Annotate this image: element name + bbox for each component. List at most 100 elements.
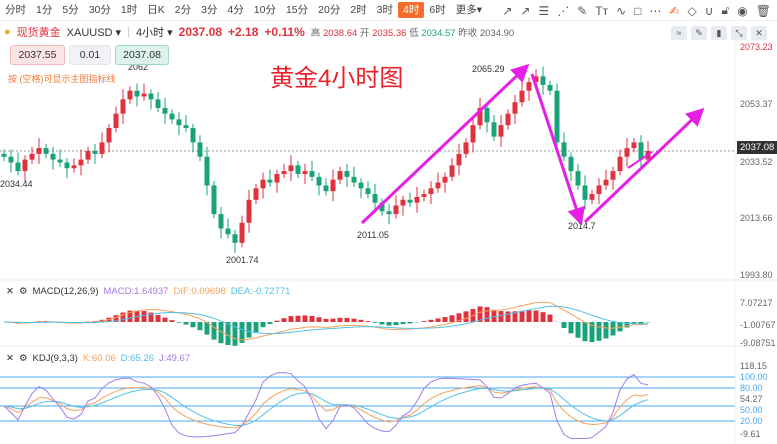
macd-bar: [239, 322, 245, 343]
period-tab[interactable]: 2分: [174, 4, 192, 16]
period-selector[interactable]: 4小时 ▾: [135, 27, 173, 39]
close-icon[interactable]: ✕: [751, 26, 767, 40]
period-tab[interactable]: 6时: [429, 4, 446, 16]
eye-icon[interactable]: ◉: [737, 3, 748, 18]
candle: [358, 182, 364, 189]
fan-icon[interactable]: ⋰: [557, 3, 570, 18]
trend-line-icon[interactable]: ↗: [502, 3, 513, 18]
period-tab[interactable]: 15分: [285, 4, 309, 16]
macd-bar: [302, 315, 308, 322]
candle: [169, 113, 175, 120]
candle: [197, 142, 203, 157]
macd-bar: [281, 318, 287, 322]
period-tab[interactable]: 30分: [88, 4, 111, 16]
period-tab[interactable]: 1分: [36, 4, 53, 16]
period-tab[interactable]: 日K: [147, 4, 165, 16]
price-label: 2034.44: [0, 179, 33, 189]
sell-price-button[interactable]: 2037.55: [10, 45, 65, 65]
candle: [29, 153, 35, 160]
ray-icon[interactable]: ↗: [520, 3, 531, 18]
candle: [344, 171, 350, 177]
candle: [239, 222, 245, 243]
buy-price-button[interactable]: 2037.08: [115, 45, 169, 65]
close-icon[interactable]: ✕: [6, 286, 14, 297]
macd-bar: [617, 322, 623, 332]
edit-icon[interactable]: ✍: [669, 3, 680, 18]
candle: [162, 107, 168, 114]
price-axis-tick: 2033.52: [740, 156, 773, 167]
k-value: K:60.06: [82, 353, 116, 364]
period-tab[interactable]: 4分: [227, 4, 244, 16]
lock-icon[interactable]: 🔓︎: [721, 3, 730, 17]
candle: [204, 156, 210, 186]
macd-bar: [253, 322, 259, 333]
candle: [407, 199, 413, 203]
period-tab[interactable]: 1时: [120, 4, 138, 16]
price-change-pct: +0.11%: [264, 25, 305, 39]
macd-bar: [225, 322, 231, 346]
macd-bar: [211, 322, 217, 340]
candle: [127, 90, 133, 100]
settings-icon[interactable]: ⚙: [18, 286, 28, 297]
current-price: 2037.08: [178, 25, 223, 39]
macd-bar: [421, 321, 427, 322]
candle: [505, 113, 511, 126]
period-tab[interactable]: 5分: [62, 4, 79, 16]
period-tab[interactable]: 更多▾: [455, 4, 482, 16]
quantity-stepper[interactable]: 0.01: [69, 45, 111, 65]
period-toolbar: 分时 1分 5分 30分 1时 日K 2分 3分 4分 10分 15分 20分 2时 3时 4时 6时 更多▾: [0, 0, 777, 21]
candle: [484, 107, 490, 123]
candle: [22, 159, 28, 172]
period-tab[interactable]: 分时: [5, 4, 26, 16]
candle: [267, 179, 273, 183]
period-tab[interactable]: 4时: [398, 2, 425, 18]
candle: [302, 171, 308, 174]
brush-icon[interactable]: ✎: [577, 3, 588, 18]
text-icon[interactable]: Tт: [595, 3, 609, 18]
draw-icon[interactable]: ✎: [691, 26, 707, 40]
macd-legend: ✕ ⚙ MACD(12,26,9) MACD:1.64937 DIF:0.0969…: [6, 286, 290, 297]
settings-icon[interactable]: ⚙: [18, 353, 28, 364]
trash-icon[interactable]: 🗑︎: [755, 3, 771, 18]
candle: [568, 156, 574, 172]
symbol-selector[interactable]: XAUUSD ▾: [66, 26, 122, 39]
candle: [316, 176, 322, 186]
macd-bar: [610, 322, 616, 336]
more-icon[interactable]: ⋯: [649, 3, 662, 18]
period-tab[interactable]: 3时: [376, 4, 394, 16]
candle: [1, 153, 7, 157]
candle: [365, 188, 371, 195]
macd-bar: [113, 315, 119, 322]
dif-value: DIF:0.09698: [173, 286, 226, 297]
collapse-icon[interactable]: ⤡: [731, 26, 747, 40]
macd-bar: [141, 311, 147, 322]
period-tab[interactable]: 10分: [253, 4, 276, 16]
period-tab[interactable]: 20分: [318, 4, 341, 16]
macd-bar: [190, 322, 196, 328]
macd-bar: [596, 322, 602, 341]
indicator-icon[interactable]: ≈: [671, 26, 687, 40]
macd-bar: [505, 311, 511, 322]
macd-bar: [176, 322, 182, 323]
candle: [456, 153, 462, 166]
fib-icon[interactable]: ☰: [538, 3, 550, 18]
rect-icon[interactable]: □: [634, 3, 642, 18]
kdj-axis-tick: 118.15: [740, 361, 767, 371]
chart-controls: ≈ ✎ ▮ ⤡ ✕: [671, 26, 767, 40]
candle-type-icon[interactable]: ▮: [711, 26, 727, 40]
macd-value: MACD:1.64937: [103, 286, 169, 297]
kdj-title: KDJ(9,3,3): [32, 353, 78, 364]
period-tab[interactable]: 3分: [201, 4, 218, 16]
macd-bar: [547, 314, 553, 322]
wave-icon[interactable]: ∿: [616, 3, 627, 18]
candle: [155, 99, 161, 108]
macd-bar: [400, 322, 406, 325]
period-tab[interactable]: 2时: [350, 4, 367, 16]
close-icon[interactable]: ✕: [6, 353, 14, 364]
magnet-icon[interactable]: ∪: [704, 3, 714, 18]
macd-bar: [232, 322, 238, 346]
eraser-icon[interactable]: ◇: [687, 3, 697, 18]
low-label: 2014.7: [568, 221, 596, 231]
candle: [309, 171, 315, 177]
